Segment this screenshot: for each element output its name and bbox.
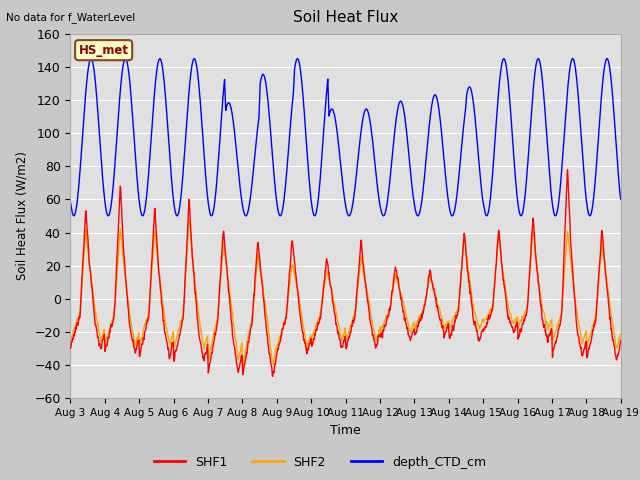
Text: No data for f_WaterLevel: No data for f_WaterLevel bbox=[6, 12, 136, 23]
Text: HS_met: HS_met bbox=[79, 44, 129, 57]
X-axis label: Time: Time bbox=[330, 424, 361, 437]
Y-axis label: Soil Heat Flux (W/m2): Soil Heat Flux (W/m2) bbox=[16, 152, 29, 280]
Title: Soil Heat Flux: Soil Heat Flux bbox=[293, 11, 398, 25]
Legend: SHF1, SHF2, depth_CTD_cm: SHF1, SHF2, depth_CTD_cm bbox=[148, 451, 492, 474]
